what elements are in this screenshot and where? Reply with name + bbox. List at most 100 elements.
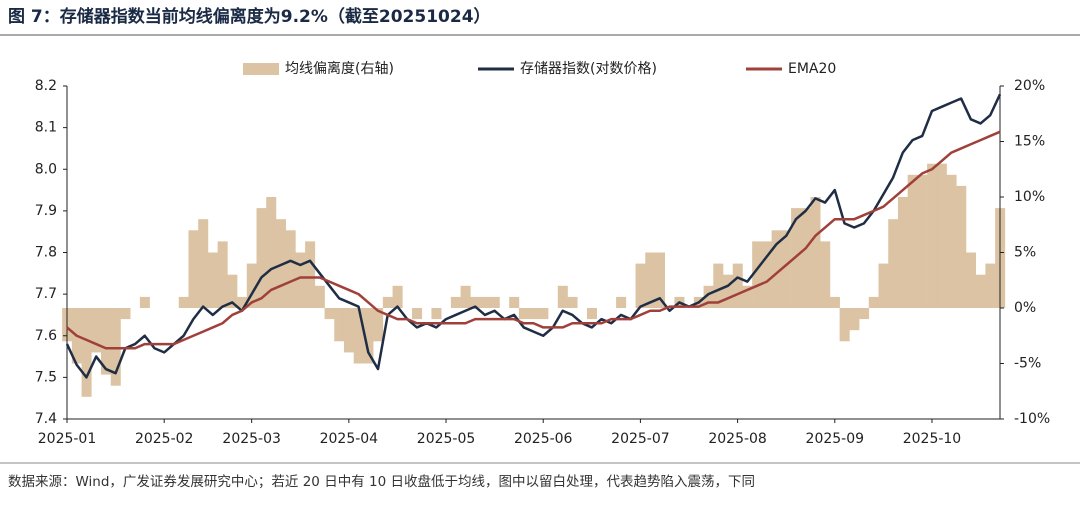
area-bar	[859, 308, 870, 320]
area-bar	[616, 296, 627, 308]
area-bar	[761, 241, 772, 308]
y2-tick-label: 0%	[1014, 300, 1036, 316]
area-bar	[518, 308, 529, 320]
legend-label: 均线偏离度(右轴)	[285, 60, 394, 77]
area-bar	[703, 285, 714, 308]
area-bar	[654, 252, 666, 308]
area-bar	[314, 285, 325, 308]
x-tick-label: 2025-07	[611, 431, 670, 447]
area-bar	[460, 285, 471, 308]
area-bar	[927, 163, 938, 308]
area-bar	[480, 296, 491, 308]
area-bar	[81, 308, 92, 397]
area-bar	[586, 308, 597, 320]
y2-tick-label: 10%	[1014, 189, 1045, 205]
area-bar	[431, 308, 442, 320]
area-bar	[353, 308, 364, 364]
area-bar	[334, 308, 345, 342]
area-bar	[878, 263, 889, 308]
source-note: 数据来源：Wind，广发证券发展研究中心；若近 20 日中有 10 日收盘低于均…	[8, 473, 755, 490]
area-bar	[178, 296, 189, 308]
area-bar	[246, 263, 257, 308]
x-tick-label: 2025-06	[514, 431, 573, 447]
area-bar	[295, 252, 306, 308]
area-bar	[742, 285, 753, 308]
area-bar	[324, 308, 335, 320]
area-bar	[907, 174, 918, 308]
area-bar	[946, 174, 957, 308]
area-bar	[217, 241, 228, 308]
y-tick-label: 8.1	[35, 120, 57, 136]
area-bar	[412, 308, 423, 320]
area-bar	[820, 241, 831, 308]
area-bar	[888, 219, 899, 308]
area-bar	[392, 285, 403, 308]
y2-tick-label: 15%	[1014, 134, 1045, 150]
area-bar	[732, 263, 743, 308]
area-bar	[897, 197, 908, 308]
y-tick-label: 8.0	[35, 161, 57, 177]
area-bar	[538, 308, 549, 320]
y-tick-label: 7.8	[35, 245, 57, 261]
x-tick-label: 2025-08	[708, 431, 767, 447]
area-bar	[645, 252, 656, 308]
area-bar	[868, 296, 879, 308]
area-bar	[91, 308, 102, 353]
area-bar	[198, 219, 209, 308]
x-tick-label: 2025-03	[222, 431, 281, 447]
y-tick-label: 8.2	[35, 78, 57, 94]
area-bar	[120, 308, 131, 320]
area-bar	[985, 263, 996, 308]
area-bar	[373, 308, 384, 342]
area-bar	[917, 174, 928, 308]
area-bar	[237, 296, 248, 308]
area-bar	[343, 308, 355, 353]
x-tick-label: 2025-04	[320, 431, 379, 447]
area-bar	[382, 296, 393, 308]
area-bar	[771, 230, 782, 308]
area-bar	[635, 263, 646, 308]
line-series	[66, 130, 1001, 350]
area-bar	[305, 241, 316, 308]
legend-label: 存储器指数(对数价格)	[520, 61, 657, 77]
area-bar	[781, 230, 792, 308]
area-bar	[839, 308, 850, 342]
y-tick-label: 7.5	[35, 369, 57, 385]
area-bar	[800, 208, 811, 308]
y-tick-label: 7.6	[35, 328, 57, 344]
area-bar	[509, 296, 520, 308]
area-bar	[752, 241, 763, 308]
line-series	[65, 93, 1002, 379]
area-bar	[227, 274, 238, 308]
y2-tick-label: -5%	[1014, 356, 1041, 372]
area-bar	[256, 208, 267, 308]
area-bar	[363, 308, 374, 364]
area-bar	[188, 230, 199, 308]
y2-tick-label: 5%	[1014, 245, 1036, 261]
chart-title: 图 7：存储器指数当前均线偏离度为9.2%（截至20251024）	[8, 6, 491, 27]
y-tick-label: 7.9	[35, 203, 57, 219]
x-tick-label: 2025-02	[135, 431, 194, 447]
legend-label: EMA20	[788, 61, 836, 77]
area-bar	[528, 308, 539, 320]
area-bar	[450, 296, 461, 308]
x-tick-label: 2025-09	[806, 431, 865, 447]
area-bar	[810, 197, 821, 308]
area-bar	[207, 252, 218, 308]
area-bar	[936, 163, 947, 308]
y-tick-label: 7.7	[35, 286, 57, 302]
y2-tick-label: 20%	[1014, 78, 1045, 94]
area-bar	[266, 197, 277, 308]
area-bar	[713, 263, 724, 308]
area-bar	[557, 285, 568, 308]
area-bar	[101, 308, 112, 375]
area-bar	[110, 308, 121, 386]
area-bar	[965, 252, 977, 308]
area-bar	[567, 296, 578, 308]
area-bar	[285, 230, 296, 308]
area-bar	[975, 274, 986, 308]
legend-swatch	[243, 63, 279, 75]
x-tick-label: 2025-05	[417, 431, 476, 447]
